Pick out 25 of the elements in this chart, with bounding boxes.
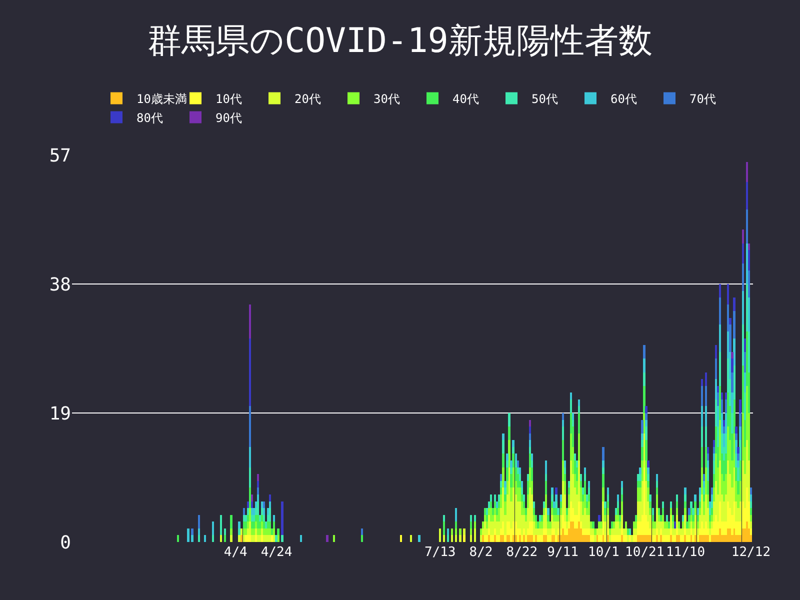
- x-tick-label: 9/11: [547, 545, 578, 560]
- legend-label: 20代: [294, 92, 321, 106]
- legend-label: 10歳未満: [136, 92, 187, 106]
- x-tick-label: 4/24: [260, 545, 292, 560]
- legend-label: 50代: [532, 92, 558, 106]
- x-tick-label: 11/10: [666, 545, 706, 560]
- x-tick-label: 12/12: [731, 545, 771, 560]
- y-tick-label: 57: [49, 145, 71, 166]
- legend-label: 80代: [136, 110, 163, 125]
- legend-label: 30代: [374, 92, 400, 106]
- legend-label: 70代: [690, 92, 716, 106]
- x-tick-label: 4/4: [224, 545, 248, 560]
- y-tick-label: 19: [49, 403, 71, 424]
- x-tick-label: 7/13: [424, 545, 456, 560]
- legend-label: 10代: [216, 92, 242, 106]
- x-tick-label: 8/22: [506, 545, 538, 560]
- legend-label: 40代: [452, 92, 479, 106]
- y-tick-label: 38: [49, 274, 71, 296]
- chart-title: 群馬県のCOVID-19新規陽性者数: [148, 21, 652, 62]
- legend-label: 90代: [216, 110, 242, 125]
- legend-label: 60代: [610, 92, 637, 106]
- x-tick-label: 10/21: [625, 545, 664, 560]
- y-tick-label: 0: [60, 532, 71, 554]
- x-tick-label: 10/1: [588, 545, 620, 560]
- x-tick-label: 8/2: [469, 545, 493, 560]
